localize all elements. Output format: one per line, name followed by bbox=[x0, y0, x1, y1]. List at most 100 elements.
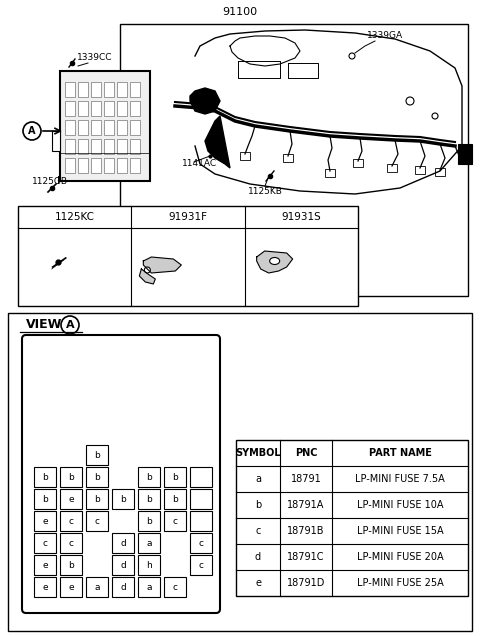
Circle shape bbox=[144, 267, 150, 273]
Bar bbox=[52, 131, 60, 151]
Text: a: a bbox=[94, 583, 100, 591]
Text: 91931S: 91931S bbox=[281, 212, 321, 222]
Bar bbox=[65, 82, 75, 97]
Text: c: c bbox=[69, 516, 73, 525]
Text: 1125KB: 1125KB bbox=[248, 188, 282, 197]
Bar bbox=[34, 511, 56, 531]
Text: 18791A: 18791A bbox=[288, 500, 324, 510]
Text: c: c bbox=[69, 539, 73, 548]
Bar bbox=[60, 577, 82, 597]
Text: 18791B: 18791B bbox=[287, 526, 325, 536]
Text: LP-MINI FUSE 20A: LP-MINI FUSE 20A bbox=[357, 552, 444, 562]
Bar bbox=[130, 82, 140, 97]
Bar bbox=[86, 467, 108, 487]
Bar bbox=[91, 139, 101, 154]
Text: PNC: PNC bbox=[295, 448, 317, 458]
Text: b: b bbox=[94, 450, 100, 459]
Text: LP-MINI FUSE 15A: LP-MINI FUSE 15A bbox=[357, 526, 444, 536]
Bar bbox=[353, 159, 363, 167]
Bar bbox=[104, 82, 114, 97]
Text: d: d bbox=[120, 539, 126, 548]
Bar bbox=[130, 158, 140, 173]
Bar bbox=[34, 555, 56, 575]
Text: b: b bbox=[172, 495, 178, 504]
Bar bbox=[8, 313, 472, 631]
Bar bbox=[60, 555, 82, 575]
Text: PART NAME: PART NAME bbox=[369, 448, 432, 458]
Bar bbox=[138, 555, 160, 575]
Text: d: d bbox=[120, 583, 126, 591]
Bar bbox=[65, 101, 75, 116]
Bar bbox=[112, 555, 134, 575]
Text: c: c bbox=[255, 526, 261, 536]
Bar bbox=[120, 24, 468, 296]
Bar bbox=[164, 511, 186, 531]
Text: d: d bbox=[120, 560, 126, 569]
Bar bbox=[91, 158, 101, 173]
Bar bbox=[91, 82, 101, 97]
Text: d: d bbox=[255, 552, 261, 562]
Bar bbox=[60, 489, 82, 509]
Circle shape bbox=[432, 113, 438, 119]
Polygon shape bbox=[190, 88, 220, 114]
Text: 1339GA: 1339GA bbox=[367, 32, 403, 41]
Text: b: b bbox=[172, 473, 178, 481]
Bar bbox=[78, 120, 88, 135]
Text: a: a bbox=[146, 583, 152, 591]
Ellipse shape bbox=[270, 258, 280, 265]
Text: 91931F: 91931F bbox=[168, 212, 207, 222]
Polygon shape bbox=[257, 251, 293, 273]
Bar bbox=[283, 154, 293, 162]
Bar bbox=[117, 101, 127, 116]
Bar bbox=[60, 71, 150, 181]
Bar bbox=[164, 577, 186, 597]
Bar bbox=[138, 511, 160, 531]
Bar bbox=[112, 489, 134, 509]
Text: b: b bbox=[146, 495, 152, 504]
Bar bbox=[138, 467, 160, 487]
Bar bbox=[117, 139, 127, 154]
Bar bbox=[78, 101, 88, 116]
Text: c: c bbox=[199, 539, 204, 548]
Bar bbox=[104, 158, 114, 173]
Text: h: h bbox=[146, 560, 152, 569]
Text: 18791D: 18791D bbox=[287, 578, 325, 588]
Bar bbox=[387, 164, 397, 172]
Text: b: b bbox=[94, 473, 100, 481]
Text: b: b bbox=[146, 516, 152, 525]
Bar bbox=[117, 120, 127, 135]
Text: e: e bbox=[68, 495, 74, 504]
Text: LP-MINI FUSE 25A: LP-MINI FUSE 25A bbox=[357, 578, 444, 588]
Text: a: a bbox=[255, 474, 261, 484]
Text: c: c bbox=[172, 516, 178, 525]
Circle shape bbox=[61, 316, 79, 334]
Text: A: A bbox=[28, 126, 36, 136]
Bar bbox=[164, 467, 186, 487]
Text: e: e bbox=[68, 583, 74, 591]
Bar bbox=[117, 158, 127, 173]
Bar bbox=[86, 489, 108, 509]
Text: 1141AC: 1141AC bbox=[182, 160, 217, 169]
Polygon shape bbox=[139, 269, 156, 284]
Bar bbox=[190, 467, 212, 487]
Bar bbox=[60, 533, 82, 553]
Text: 91100: 91100 bbox=[222, 7, 258, 17]
Text: b: b bbox=[255, 500, 261, 510]
Bar bbox=[240, 152, 250, 160]
Text: 1125GB: 1125GB bbox=[32, 177, 68, 186]
Bar bbox=[86, 577, 108, 597]
Circle shape bbox=[349, 53, 355, 59]
Bar bbox=[104, 139, 114, 154]
Text: 1339CC: 1339CC bbox=[77, 53, 113, 62]
Bar bbox=[112, 533, 134, 553]
Text: b: b bbox=[42, 473, 48, 481]
Bar bbox=[34, 577, 56, 597]
Bar bbox=[104, 101, 114, 116]
Polygon shape bbox=[144, 257, 181, 273]
Bar bbox=[65, 120, 75, 135]
Bar bbox=[236, 440, 468, 596]
Bar bbox=[130, 139, 140, 154]
Bar bbox=[130, 101, 140, 116]
Bar bbox=[34, 489, 56, 509]
Text: LP-MINI FUSE 10A: LP-MINI FUSE 10A bbox=[357, 500, 443, 510]
